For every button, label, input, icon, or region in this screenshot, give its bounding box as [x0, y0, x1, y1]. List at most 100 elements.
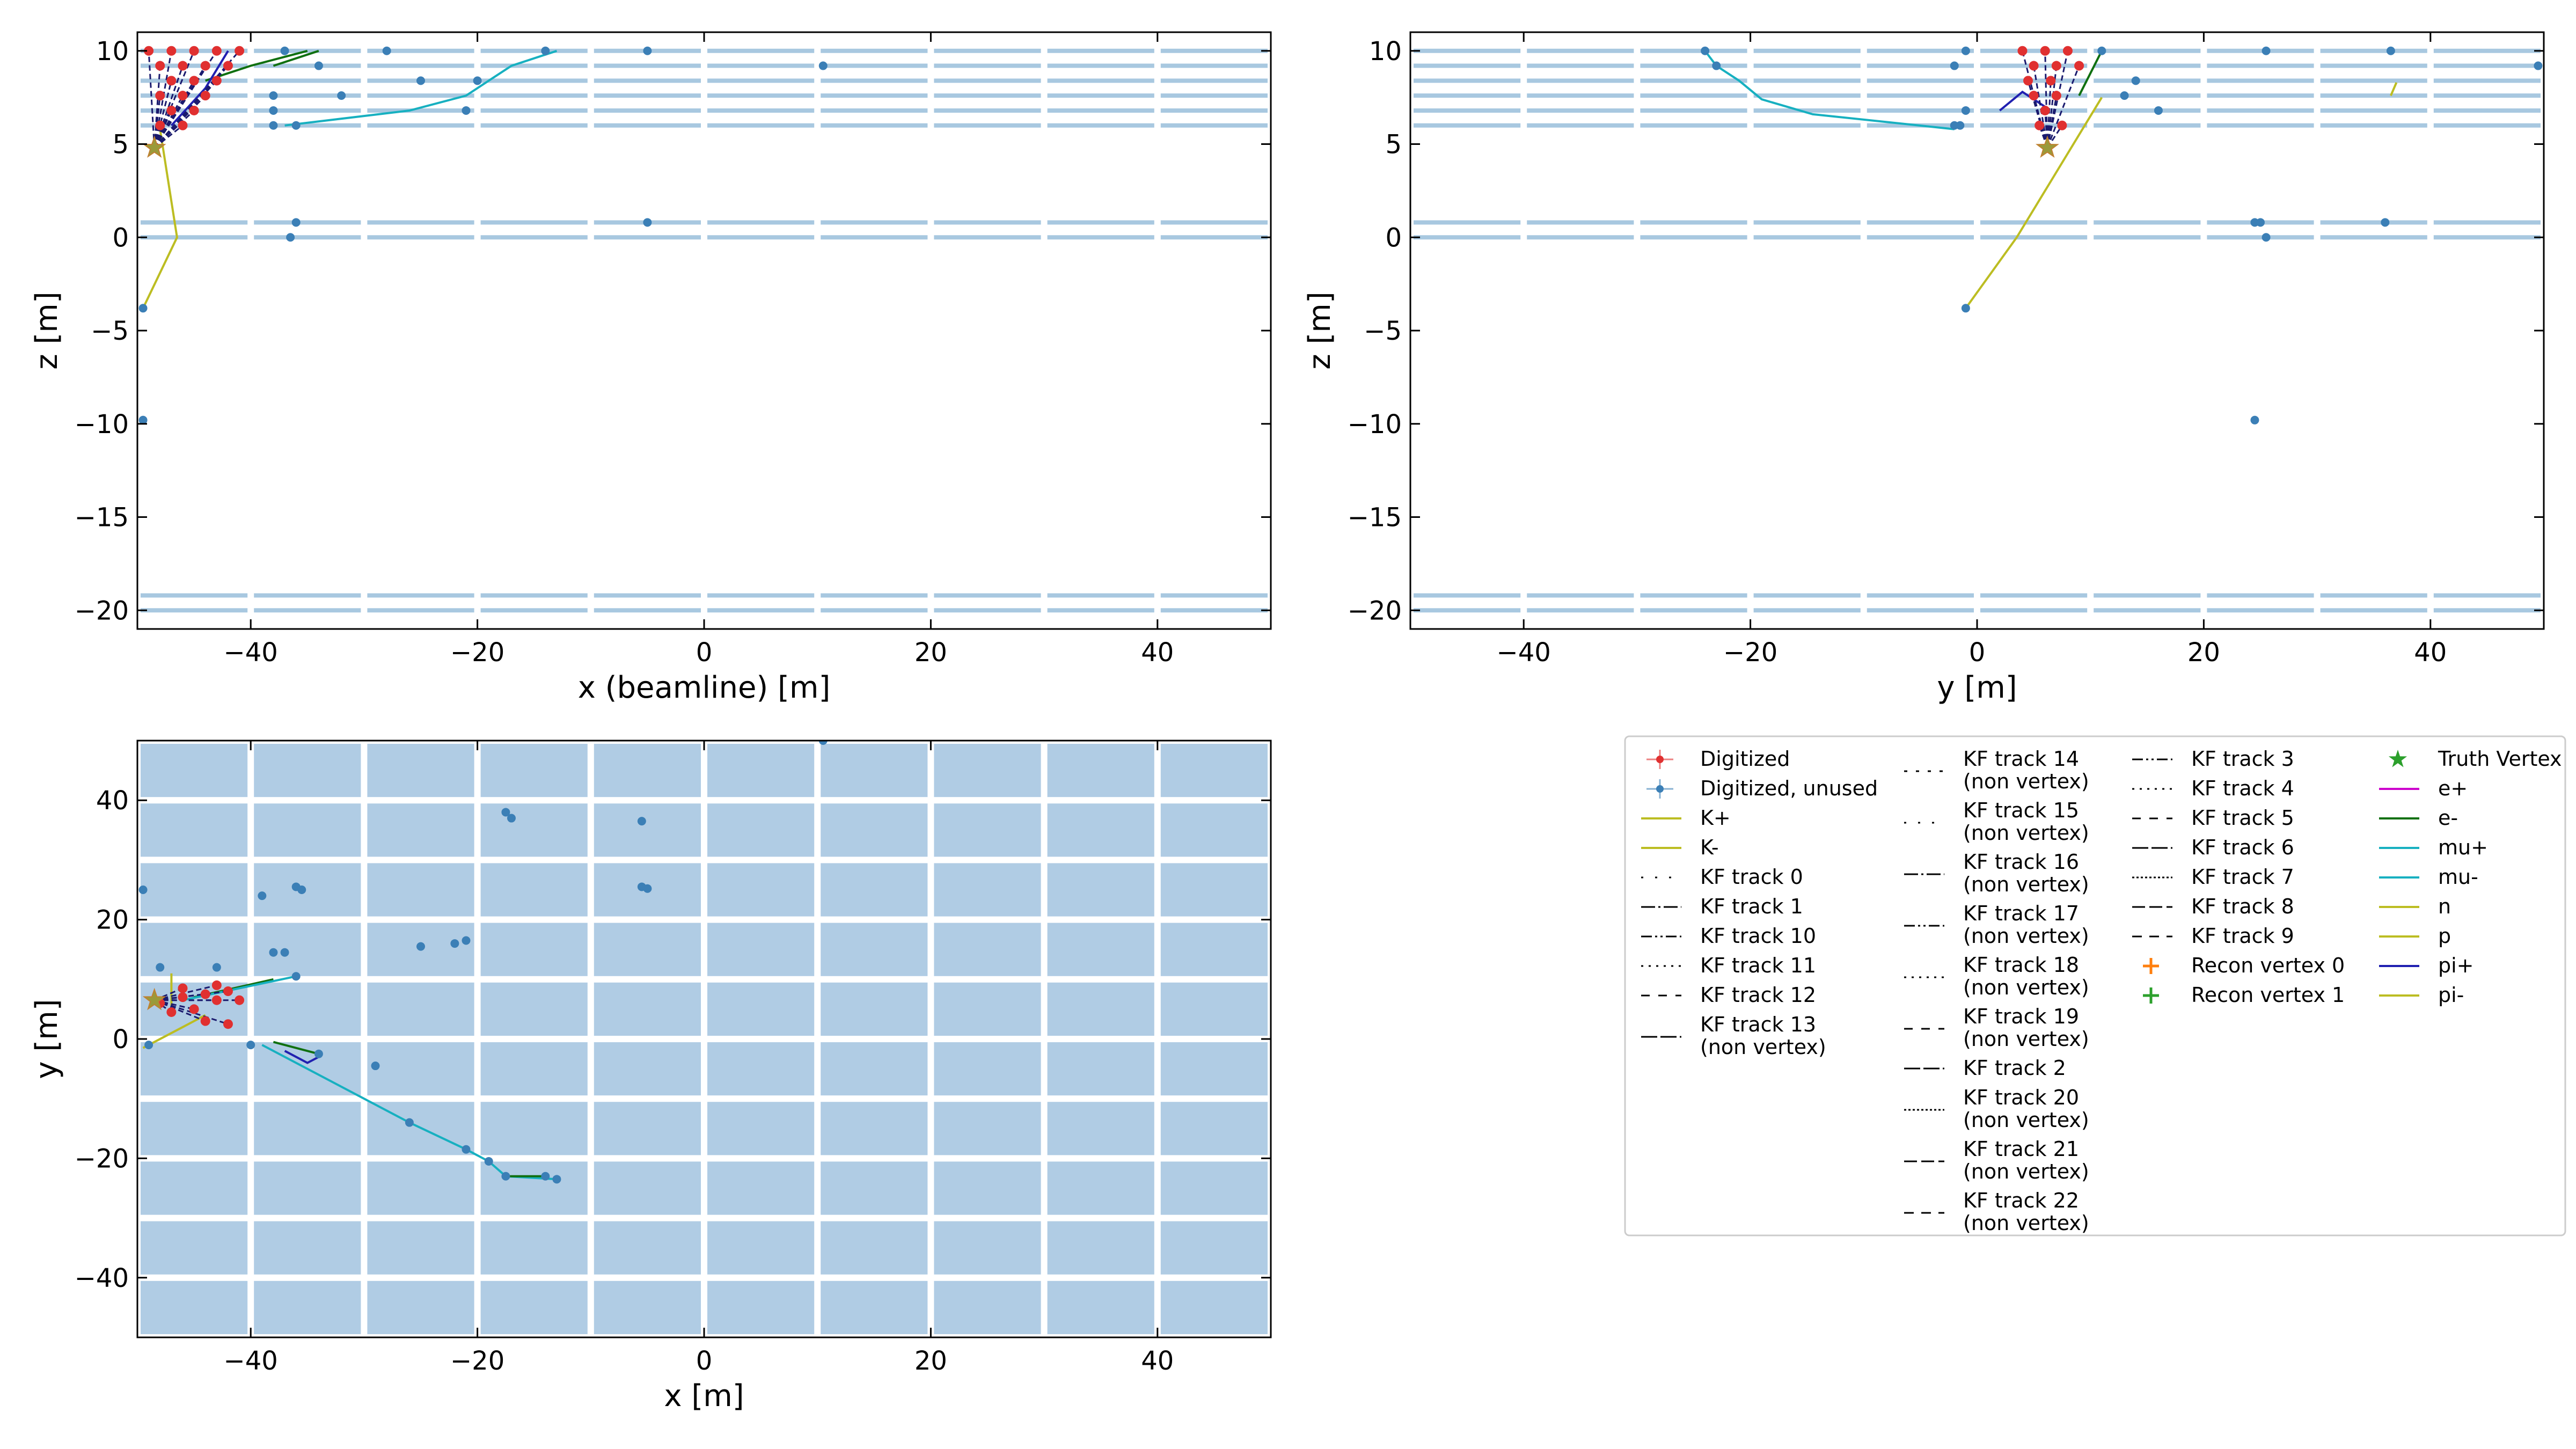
legend-label: p: [2438, 924, 2451, 948]
legend-label: KF track 2: [1963, 1056, 2066, 1080]
legend-item: Digitized, unused: [1646, 777, 1878, 800]
detector-module: [934, 1221, 1041, 1275]
detector-module: [367, 1221, 474, 1275]
y-axis-label: z [m]: [30, 291, 64, 369]
legend-item: K-: [1641, 836, 1719, 859]
x-tick-label: −40: [224, 638, 278, 668]
xy-panel: −40 −20 0 20 40 40 20 0 −20 −40 x [m] y [m]: [30, 740, 1272, 1414]
unused-hit: [541, 1172, 550, 1181]
legend-marker: [2388, 750, 2407, 767]
digitized-hit: [178, 983, 188, 993]
digitized-hit: [155, 91, 165, 101]
legend-label: (non vertex): [1963, 821, 2089, 845]
detector-module: [1047, 1102, 1154, 1155]
digitized-hit: [2035, 120, 2045, 130]
unused-hit: [507, 814, 516, 823]
y-tick-label: 5: [112, 130, 129, 160]
unused-hit: [286, 233, 295, 242]
detector-module: [141, 863, 248, 917]
unused-hit: [291, 972, 301, 981]
detector-module: [254, 923, 361, 976]
x-tick-label: −40: [224, 1346, 278, 1376]
track-pi+: [1999, 90, 2046, 112]
track-e-: [273, 49, 319, 67]
unused-hit: [501, 808, 510, 817]
unused-hit: [280, 948, 289, 957]
legend-label: Digitized, unused: [1700, 777, 1878, 800]
detector-module: [480, 1280, 588, 1334]
legend-label: KF track 14: [1963, 747, 2079, 771]
detector-module: [594, 1161, 701, 1215]
detector-module: [141, 1161, 248, 1215]
y-tick-label: −40: [75, 1263, 129, 1293]
digitized-hit: [223, 986, 233, 997]
unused-hit: [643, 46, 652, 55]
digitized-hit: [166, 76, 177, 86]
y-tick-label: −5: [91, 316, 129, 346]
legend-item: p: [2379, 924, 2451, 948]
legend-label: n: [2438, 895, 2451, 918]
detector-module: [1047, 1221, 1154, 1275]
unused-hit: [552, 1175, 561, 1184]
detector-module: [1047, 1280, 1154, 1334]
unused-hit: [416, 942, 425, 951]
unused-hit: [144, 1041, 153, 1050]
detector-module: [367, 982, 474, 1036]
digitized-hit: [2029, 61, 2039, 71]
digitized-hit: [2057, 120, 2067, 130]
legend-label: mu-: [2438, 865, 2478, 889]
kf-track: [2033, 65, 2048, 148]
digitized-hit: [2051, 91, 2061, 101]
x-tick-label: 40: [2414, 638, 2447, 668]
detector-module: [594, 982, 701, 1036]
legend-label: KF track 21: [1963, 1137, 2079, 1161]
digitized-hit: [235, 995, 245, 1005]
detector-module: [707, 803, 815, 857]
detector-module: [821, 1161, 928, 1215]
detector-module: [480, 863, 588, 917]
digitized-hit: [189, 76, 199, 86]
kf-track: [2044, 50, 2048, 148]
digitized-hit: [178, 120, 188, 130]
x-tick-label: 40: [1141, 638, 1174, 668]
unused-hit: [416, 76, 425, 85]
legend-label: (non vertex): [1963, 1027, 2089, 1051]
track-K+: [142, 1014, 206, 1049]
kf-track: [2046, 65, 2080, 148]
truth-vertex-marker: [2035, 135, 2059, 158]
kf-track: [154, 999, 194, 1010]
detector-module: [367, 1280, 474, 1334]
unused-hit: [212, 963, 221, 972]
track-pi+: [170, 50, 229, 127]
legend-label: KF track 16: [1963, 850, 2079, 874]
digitized-hit: [178, 992, 188, 1002]
digitized-hit: [166, 1007, 177, 1017]
digitized-hit: [2029, 91, 2039, 101]
detector-module: [480, 923, 588, 976]
detector-module: [821, 982, 928, 1036]
legend-label: K-: [1700, 836, 1719, 859]
legend-item: KF track 2: [1904, 1056, 2066, 1080]
legend-label: KF track 7: [2191, 865, 2294, 889]
legend-label: KF track 10: [1700, 924, 1816, 948]
legend-box: [1624, 735, 2566, 1236]
detector-module: [821, 863, 928, 917]
legend-item: KF track 15 (non vertex): [1904, 799, 2089, 845]
plot-area: [138, 741, 1268, 1334]
unused-hit: [2386, 46, 2395, 55]
digitized-hit: [211, 76, 222, 86]
unused-hit: [138, 415, 148, 425]
kf-track: [2046, 80, 2052, 148]
legend-label: Digitized: [1700, 747, 1790, 771]
detector-module: [1047, 1161, 1154, 1215]
unused-hit: [246, 1041, 255, 1050]
kf-track: [2044, 110, 2048, 148]
detector-module: [254, 982, 361, 1036]
detector-module: [1047, 1042, 1154, 1096]
legend-label: KF track 15: [1963, 799, 2079, 822]
legend-item: e+: [2379, 777, 2468, 800]
legend-label: K+: [1700, 806, 1731, 830]
detector-module: [1160, 863, 1268, 917]
legend-item: e-: [2379, 806, 2458, 830]
detector-module: [1160, 1221, 1268, 1275]
